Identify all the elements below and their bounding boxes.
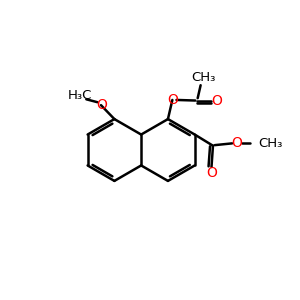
Text: CH₃: CH₃: [258, 136, 282, 150]
Text: O: O: [211, 94, 222, 107]
Text: H₃C: H₃C: [68, 89, 92, 102]
Text: CH₃: CH₃: [191, 71, 216, 84]
Text: O: O: [167, 93, 178, 106]
Text: O: O: [96, 98, 107, 112]
Text: O: O: [206, 166, 217, 180]
Text: O: O: [232, 136, 243, 150]
